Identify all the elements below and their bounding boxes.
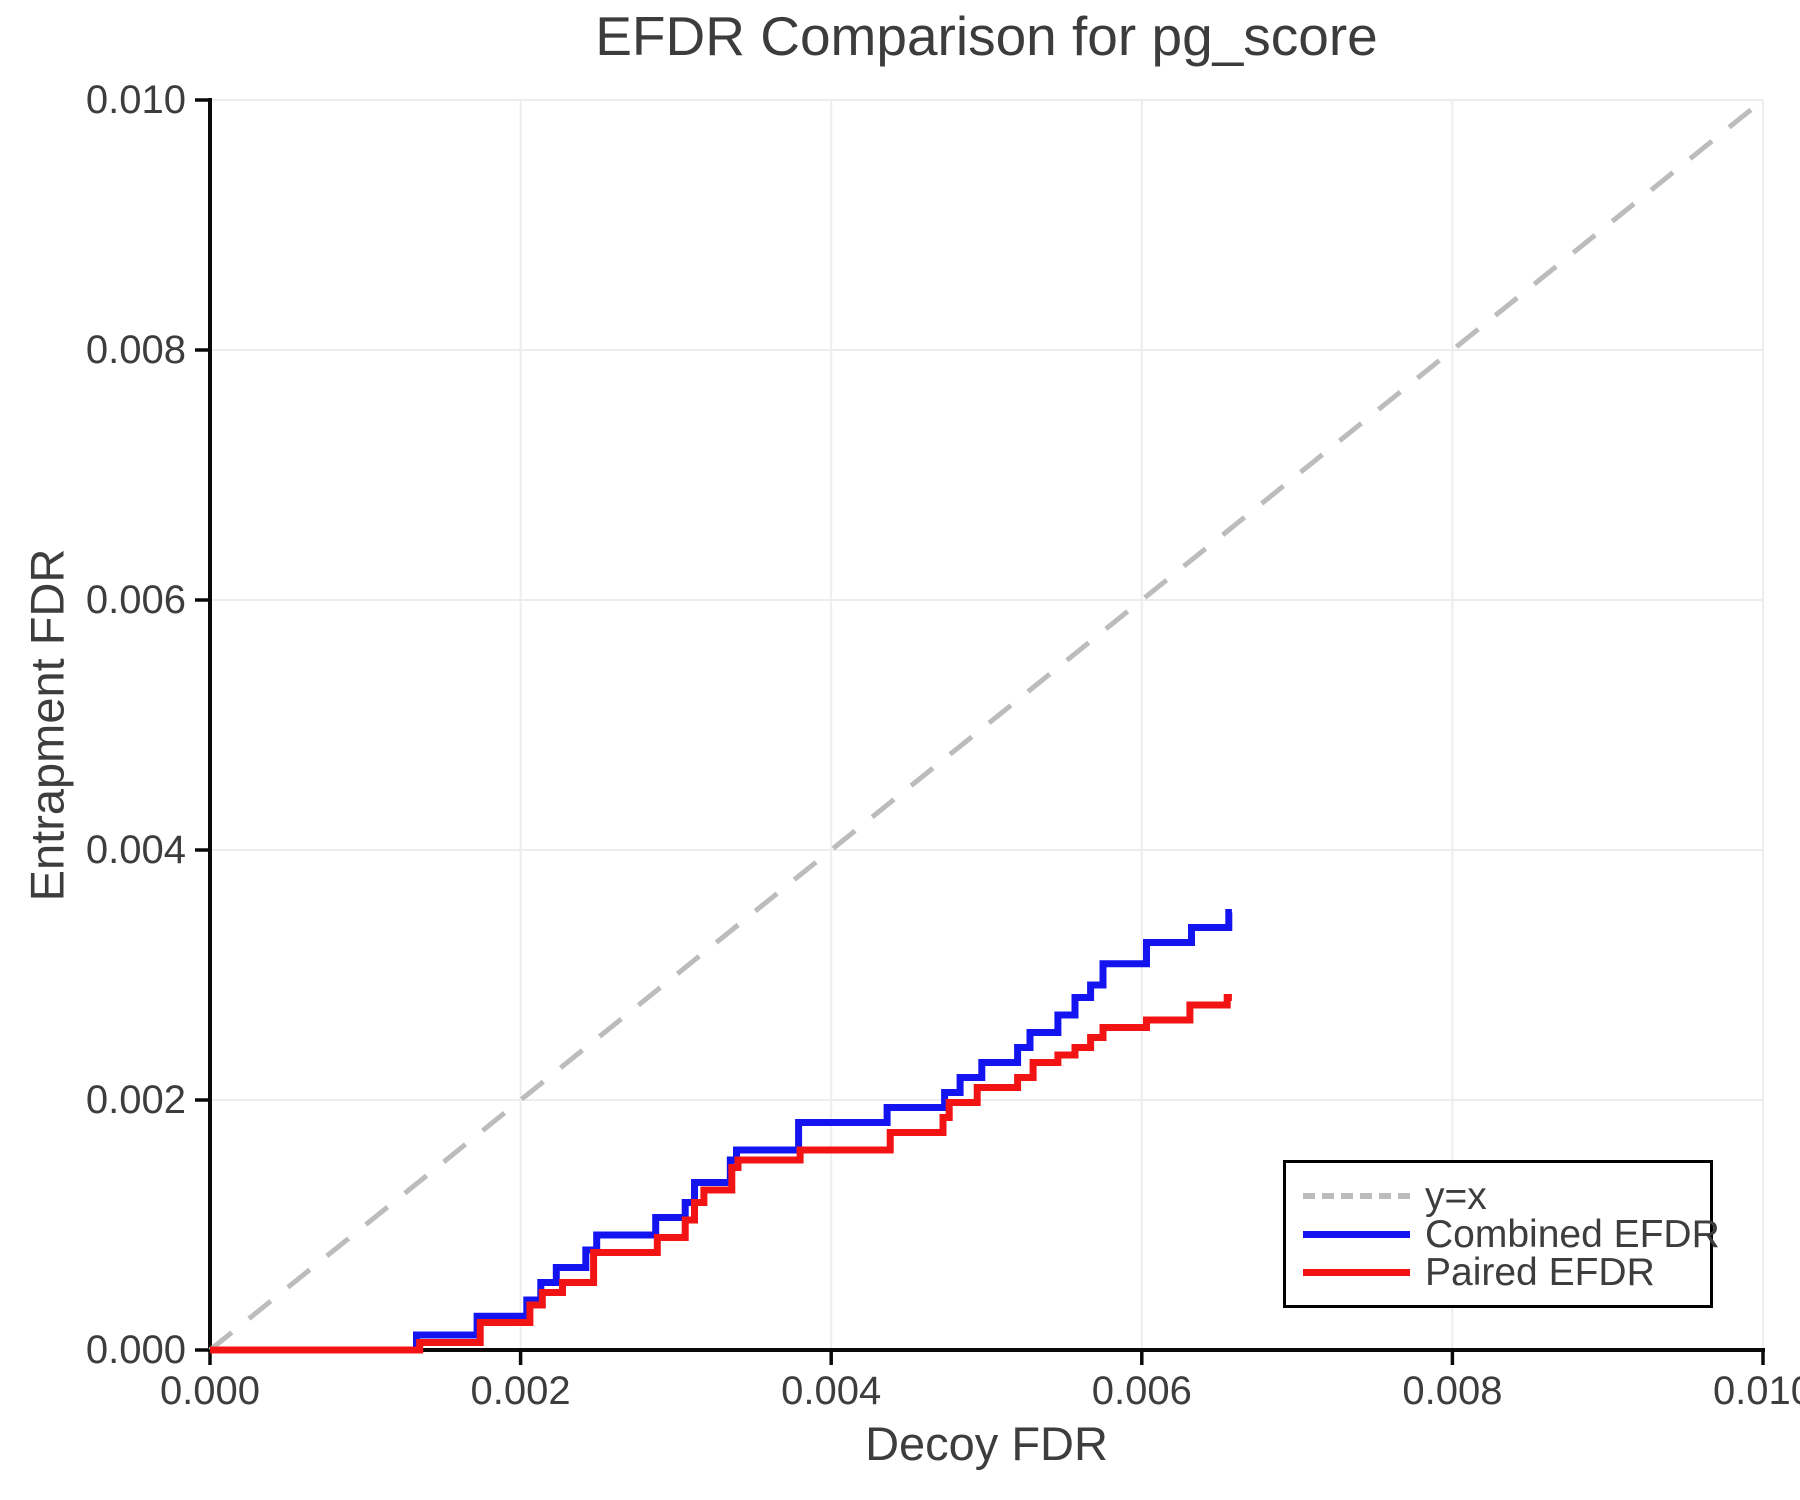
- x-tick-label: 0.010: [1713, 1369, 1800, 1413]
- legend-item-combined-efdr: Combined EFDR: [1286, 1215, 1720, 1254]
- legend-item-paired-efdr: Paired EFDR: [1286, 1250, 1710, 1294]
- x-tick-label: 0.008: [1402, 1369, 1502, 1413]
- y-tick-label: 0.000: [86, 1328, 186, 1372]
- y-tick-label: 0.002: [86, 1078, 186, 1122]
- x-tick-label: 0.004: [781, 1369, 881, 1413]
- x-axis-label: Decoy FDR: [865, 1417, 1108, 1470]
- legend-sample-dashed-line-icon: [1303, 1193, 1410, 1199]
- y-equals-x-reference-line: [208, 98, 1765, 1352]
- x-tick-label: 0.002: [471, 1369, 571, 1413]
- legend-label: y=x: [1425, 1174, 1487, 1218]
- y-axis-label: Entrapment FDR: [20, 548, 74, 902]
- x-tick-label: 0.000: [160, 1369, 260, 1413]
- y-tick-label: 0.004: [86, 828, 186, 872]
- legend-sample-blue-line-icon: [1303, 1230, 1410, 1238]
- series-line-combined-efdr: [210, 909, 1233, 1354]
- y-tick-label: 0.006: [86, 578, 186, 622]
- legend-item-yx: y=x: [1286, 1174, 1710, 1218]
- series-line-paired-efdr: [210, 994, 1232, 1354]
- legend-sample-red-line-icon: [1303, 1268, 1410, 1276]
- legend-label: Paired EFDR: [1425, 1250, 1655, 1294]
- y-tick-label: 0.010: [86, 78, 186, 122]
- legend-label: Combined EFDR: [1425, 1212, 1720, 1256]
- chart-title: EFDR Comparison for pg_score: [595, 5, 1378, 67]
- x-tick-label: 0.006: [1092, 1369, 1192, 1413]
- legend: y=x Combined EFDR Paired EFDR: [1283, 1160, 1720, 1308]
- y-tick-label: 0.008: [86, 328, 186, 372]
